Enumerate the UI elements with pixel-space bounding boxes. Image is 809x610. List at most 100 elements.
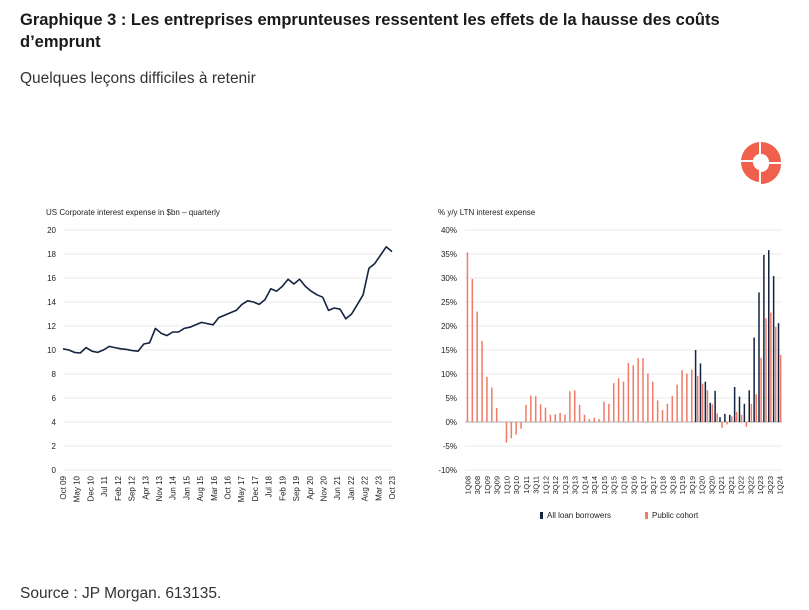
legend-swatch-navy [540,512,543,519]
bar-public-cohort [569,391,571,422]
bar-public-cohort [627,362,630,422]
bar-all-loan-borrowers [714,390,716,422]
bar-all-loan-borrowers [694,350,697,422]
bar-all-loan-borrowers [763,254,765,422]
x-tick-label: Oct 16 [224,475,233,499]
x-tick-label: Apr 20 [306,475,315,499]
x-tick-label: 1Q09 [483,476,492,494]
bar-public-cohort [706,390,709,422]
bar-public-cohort [530,395,532,422]
x-tick-label: 3Q18 [668,476,677,494]
y-tick-label: 25% [441,298,457,307]
x-tick-label: 3Q16 [629,476,638,494]
y-tick-label: 5% [445,394,457,403]
bar-public-cohort [666,403,669,422]
bar-public-cohort [755,394,757,422]
x-tick-label: 1Q10 [503,476,512,494]
y-tick-label: 40% [441,226,457,235]
y-tick-label: 4 [52,418,57,427]
y-tick-label: 6 [52,394,57,403]
legend-item-all-loan-borrowers: All loan borrowers [540,511,611,520]
x-tick-label: Jan 15 [182,475,191,500]
bar-public-cohort [750,403,753,422]
bar-all-loan-borrowers [777,323,780,422]
bar-public-cohort [525,404,527,422]
bar-public-cohort [564,414,566,422]
x-tick-label: Sep 12 [128,475,137,501]
bar-public-cohort [486,376,488,422]
x-tick-label: Jul 18 [265,475,274,497]
bar-public-cohort [774,326,777,422]
bar-all-loan-borrowers [753,337,755,422]
bar-public-cohort [583,414,586,422]
bar-public-cohort [721,422,723,428]
x-tick-label: 1Q15 [600,476,609,494]
x-tick-label: Jul 11 [100,475,109,496]
x-tick-label: 1Q16 [620,476,629,494]
y-tick-label: 12 [47,322,56,331]
x-tick-label: Oct 23 [388,475,397,499]
bar-all-loan-borrowers [743,403,746,422]
legend-item-public-cohort: Public cohort [645,511,698,520]
legend-label: Public cohort [652,511,699,520]
bar-public-cohort [765,318,767,422]
bar-public-cohort [495,408,498,422]
bar-all-loan-borrowers [709,402,711,422]
x-tick-label: Jan 22 [347,475,356,500]
bar-public-cohort [588,419,591,422]
bar-all-loan-borrowers [772,276,775,422]
bar-public-cohort [554,414,556,422]
bar-all-loan-borrowers [699,363,702,422]
bar-public-cohort [731,416,733,422]
bar-public-cohort [476,311,478,422]
series-line-interest-expense [62,246,393,354]
bar-public-cohort [544,407,547,422]
x-tick-label: May 17 [237,475,246,502]
y-tick-label: 15% [441,346,457,355]
bar-all-loan-borrowers [724,413,726,422]
bar-public-cohort [647,373,649,422]
bar-public-cohort [661,410,664,422]
x-tick-label: Sep 19 [292,475,301,501]
source-note: Source : JP Morgan. 613135. [20,585,222,602]
x-tick-label: 1Q12 [542,476,551,494]
x-tick-label: Nov 13 [155,475,164,501]
x-tick-label: 3Q11 [532,476,541,494]
x-tick-label: 3Q15 [610,476,619,494]
bar-public-cohort [481,340,483,422]
right-chart-title: % y/y LTN interest expense [438,208,536,217]
x-tick-label: 3Q17 [649,476,658,494]
y-tick-label: 10 [47,346,56,355]
bar-public-cohort [681,370,683,422]
y-tick-label: 2 [52,442,57,451]
bar-all-loan-borrowers [758,292,760,422]
bar-public-cohort [691,369,693,422]
bar-public-cohort [701,383,704,422]
bar-public-cohort [676,384,678,422]
bar-public-cohort [539,404,542,422]
bar-all-loan-borrowers [733,386,736,422]
page-subtitle: Quelques leçons difficiles à retenir [20,70,256,87]
y-tick-label: 18 [47,250,56,259]
y-tick-label: 35% [441,250,457,259]
bar-public-cohort [505,422,508,443]
legend-swatch-salmon [645,512,648,519]
y-tick-label: 10% [441,370,457,379]
y-tick-label: 14 [47,298,56,307]
x-tick-label: 1Q11 [522,476,531,494]
bar-public-cohort [671,396,674,422]
x-tick-label: 1Q17 [639,476,648,494]
x-tick-label: 3Q10 [512,476,521,494]
bar-public-cohort [622,381,625,422]
x-tick-label: 3Q19 [688,476,697,494]
x-tick-label: 1Q19 [678,476,687,494]
bar-public-cohort [534,396,537,422]
x-tick-label: Mar 23 [374,475,383,500]
bar-public-cohort [603,401,605,422]
y-tick-label: 0% [445,418,457,427]
x-tick-label: Dec 17 [251,475,260,501]
bar-public-cohort [573,390,576,422]
x-tick-label: 3Q23 [766,476,775,494]
x-tick-label: Aug 15 [196,475,205,501]
x-tick-label: 3Q13 [571,476,580,494]
